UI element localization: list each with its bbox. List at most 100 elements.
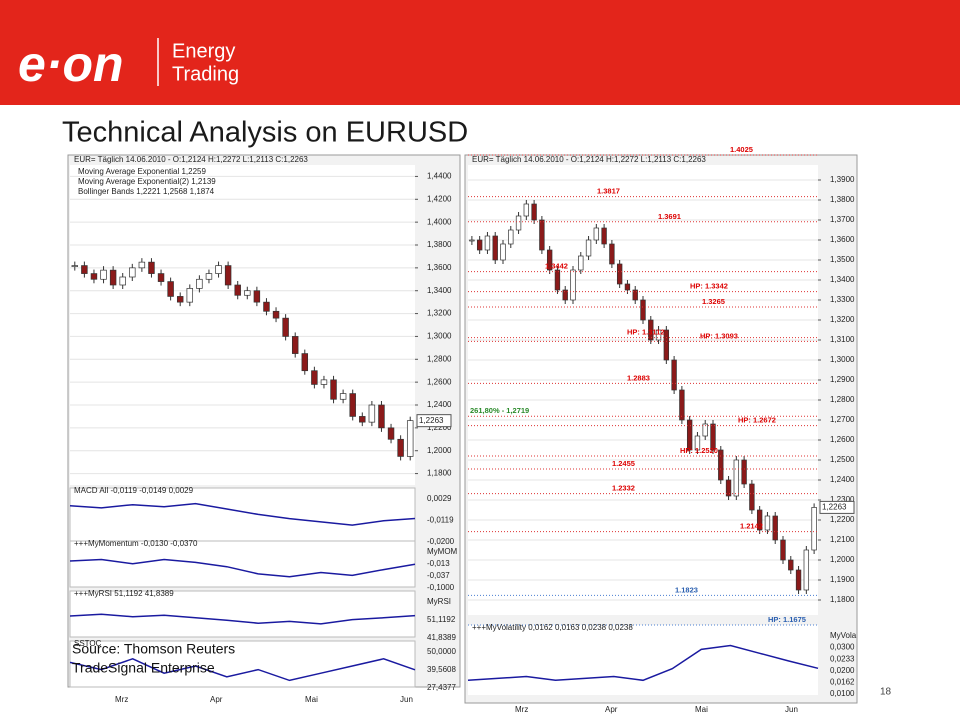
- candle: [148, 261, 155, 274]
- candle: [795, 569, 802, 591]
- y-tick-label: 1,2000: [830, 555, 855, 564]
- candle: [811, 507, 817, 551]
- sub-plot: [69, 640, 416, 688]
- level-label: 1.3691: [658, 212, 681, 221]
- candle: [780, 539, 786, 561]
- candle: [585, 239, 592, 257]
- panel-label: -0,037: [427, 571, 450, 580]
- candle: [772, 515, 778, 541]
- y-tick-label: 1,2000: [427, 446, 452, 455]
- level-label: HP: 1.3342: [690, 282, 728, 291]
- level-label: 1.2883: [627, 373, 650, 382]
- level-label: 1.2142: [740, 522, 763, 531]
- sub-plot: [69, 487, 416, 542]
- panel-label: 0,0029: [427, 494, 452, 503]
- y-tick-label: 1,2400: [427, 400, 452, 409]
- candle: [655, 329, 662, 341]
- y-tick-label: 1,3500: [830, 255, 855, 264]
- y-tick-label: 1,3000: [427, 332, 452, 341]
- candle: [570, 269, 576, 301]
- panel-label: 0,0233: [830, 654, 855, 663]
- candle: [531, 203, 537, 221]
- candle: [710, 423, 716, 451]
- candle: [718, 449, 724, 481]
- candle: [476, 239, 483, 251]
- candle: [694, 435, 701, 451]
- candle: [359, 416, 366, 423]
- candle: [119, 276, 126, 286]
- candle: [196, 278, 203, 289]
- candle: [686, 419, 693, 451]
- slide-title: Technical Analysis on EURUSD: [62, 117, 468, 149]
- candle: [546, 249, 553, 271]
- candle: [81, 265, 88, 274]
- candle: [663, 329, 670, 361]
- level-label: 261,80% - 1,2719: [470, 406, 529, 415]
- panel-label: MyVola: [830, 631, 857, 640]
- candle: [679, 389, 685, 421]
- candle: [803, 549, 810, 591]
- y-tick-label: 1,2600: [830, 435, 855, 444]
- y-tick-label: 1,2100: [830, 535, 855, 544]
- candle: [741, 459, 747, 485]
- y-tick-label: 1,1900: [830, 575, 855, 584]
- last-price-label: 1,2263: [822, 503, 847, 512]
- candle: [224, 265, 232, 286]
- indicator-line: [69, 558, 416, 578]
- last-price-box: [416, 414, 452, 428]
- candle: [138, 261, 146, 269]
- candle: [492, 235, 498, 261]
- last-price-box: [819, 500, 855, 514]
- unit-line: Energy: [172, 40, 235, 62]
- candle: [205, 273, 213, 280]
- panel-label: 0,0100: [830, 689, 855, 698]
- panel-label: MyMOM: [427, 547, 458, 556]
- candle: [215, 265, 222, 274]
- level-label: 1.3442: [545, 262, 568, 271]
- y-tick-label: 1,2900: [830, 375, 855, 384]
- y-tick-label: 1,2800: [427, 354, 452, 363]
- indicator-line: [69, 613, 416, 625]
- candle: [624, 283, 631, 291]
- candle: [157, 273, 165, 282]
- unit-line: Trading: [172, 63, 239, 85]
- x-tick-label: Mai: [695, 705, 708, 714]
- candle: [616, 263, 623, 285]
- panel-label: -0,013: [427, 559, 450, 568]
- left-plot: [70, 165, 415, 485]
- panel-title: +++MyRSI 51,1192 41,8389: [74, 589, 174, 598]
- legend-entry: Moving Average Exponential 1,2259: [78, 167, 206, 176]
- y-tick-label: 1,3400: [830, 275, 855, 284]
- y-tick-label: 1,1800: [427, 469, 452, 478]
- page-number: 18: [880, 687, 892, 698]
- candle: [272, 310, 280, 319]
- chart-caption: EUR= Täglich 14.06.2010 - O:1,2124 H:1,2…: [74, 155, 308, 164]
- source-line: Source: Thomson Reuters: [72, 641, 235, 657]
- y-tick-label: 1,4400: [427, 172, 452, 181]
- y-tick-label: 1,3700: [830, 215, 855, 224]
- legend-entry: Bollinger Bands 1,2221 1,2568 1,1874: [78, 187, 215, 196]
- panel-label: -0,0200: [427, 537, 455, 546]
- x-tick-label: Apr: [210, 695, 223, 704]
- level-label: 1.2455: [612, 459, 635, 468]
- legend-entry: Moving Average Exponential(2) 1,2139: [78, 177, 216, 186]
- candle: [176, 296, 184, 303]
- panel-label: 39,5608: [427, 665, 456, 674]
- sub-plot: [69, 590, 416, 638]
- y-tick-label: 1,3800: [427, 240, 452, 249]
- candle: [632, 289, 638, 301]
- y-tick-label: 1,2200: [427, 423, 452, 432]
- x-tick-label: Jun: [400, 695, 413, 704]
- candle: [702, 423, 708, 437]
- panel-title: +++MyMomentum -0,0130 -0,0370: [74, 539, 198, 548]
- chart-caption: EUR= Täglich 14.06.2010 - O:1,2124 H:1,2…: [472, 155, 706, 164]
- level-label: HP: 1.2520: [680, 446, 718, 455]
- indicator-line: [467, 644, 819, 682]
- candle: [100, 269, 107, 280]
- candle: [601, 227, 607, 245]
- y-tick-label: 1,2800: [830, 395, 855, 404]
- candle: [749, 483, 755, 511]
- x-tick-label: Mai: [305, 695, 318, 704]
